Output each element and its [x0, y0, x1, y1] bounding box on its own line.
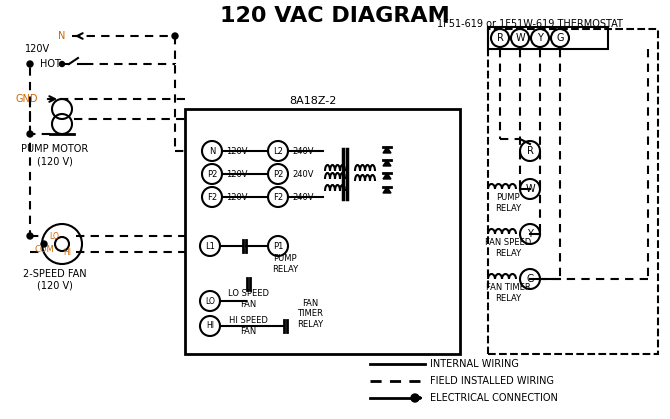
Text: L1: L1	[205, 241, 215, 251]
Text: INTERNAL WIRING: INTERNAL WIRING	[430, 359, 519, 369]
Circle shape	[60, 62, 64, 67]
Text: R: R	[527, 146, 533, 156]
Text: F2: F2	[273, 192, 283, 202]
Polygon shape	[383, 147, 391, 153]
Text: 120 VAC DIAGRAM: 120 VAC DIAGRAM	[220, 6, 450, 26]
Bar	[488, 27, 608, 49]
Text: 120V: 120V	[226, 192, 247, 202]
Text: G: G	[556, 33, 563, 43]
Polygon shape	[383, 173, 391, 179]
Text: G: G	[526, 274, 534, 284]
Text: 240V: 240V	[292, 170, 314, 178]
Text: FAN TIMER
RELAY: FAN TIMER RELAY	[486, 283, 531, 303]
Text: N: N	[209, 147, 215, 155]
Text: FAN SPEED
RELAY: FAN SPEED RELAY	[485, 238, 531, 258]
Circle shape	[172, 33, 178, 39]
Text: LO: LO	[49, 232, 59, 241]
Text: (120 V): (120 V)	[37, 156, 73, 166]
Text: (120 V): (120 V)	[37, 281, 73, 291]
Circle shape	[27, 233, 33, 239]
Text: P1: P1	[273, 241, 283, 251]
Text: FIELD INSTALLED WIRING: FIELD INSTALLED WIRING	[430, 376, 554, 386]
Text: 240V: 240V	[292, 147, 314, 155]
Text: HI SPEED
FAN: HI SPEED FAN	[228, 316, 267, 336]
Text: ELECTRICAL CONNECTION: ELECTRICAL CONNECTION	[430, 393, 558, 403]
Circle shape	[27, 131, 33, 137]
Text: Y: Y	[527, 229, 533, 239]
Text: Y: Y	[537, 33, 543, 43]
Text: R: R	[496, 33, 503, 43]
Text: P2: P2	[273, 170, 283, 178]
Text: 8A18Z-2: 8A18Z-2	[289, 96, 336, 106]
Bar	[488, 29, 658, 354]
Text: 120V: 120V	[25, 44, 50, 54]
Text: HOT: HOT	[40, 59, 61, 69]
Circle shape	[27, 61, 33, 67]
Text: HI: HI	[63, 248, 71, 256]
Text: L2: L2	[273, 147, 283, 155]
Circle shape	[411, 394, 419, 402]
Text: 2-SPEED FAN: 2-SPEED FAN	[23, 269, 87, 279]
Bar	[185, 109, 460, 354]
Text: W: W	[515, 33, 525, 43]
Text: PUMP MOTOR: PUMP MOTOR	[21, 144, 88, 154]
Text: HI: HI	[206, 321, 214, 331]
Text: N: N	[58, 31, 66, 41]
Text: LO: LO	[205, 297, 215, 305]
Text: F2: F2	[207, 192, 217, 202]
Polygon shape	[383, 160, 391, 166]
Text: 240V: 240V	[292, 192, 314, 202]
Text: COM: COM	[34, 245, 54, 253]
Polygon shape	[383, 187, 391, 193]
Text: LO SPEED
FAN: LO SPEED FAN	[228, 289, 269, 309]
Text: 120V: 120V	[226, 147, 247, 155]
Text: FAN
TIMER
RELAY: FAN TIMER RELAY	[297, 299, 323, 329]
Text: W: W	[525, 184, 535, 194]
Text: P2: P2	[207, 170, 217, 178]
Text: 1F51-619 or 1F51W-619 THERMOSTAT: 1F51-619 or 1F51W-619 THERMOSTAT	[437, 19, 623, 29]
Text: GND: GND	[15, 94, 38, 104]
Circle shape	[41, 241, 47, 247]
Text: PUMP
RELAY: PUMP RELAY	[495, 193, 521, 213]
Text: 120V: 120V	[226, 170, 247, 178]
Text: PUMP
RELAY: PUMP RELAY	[272, 254, 298, 274]
